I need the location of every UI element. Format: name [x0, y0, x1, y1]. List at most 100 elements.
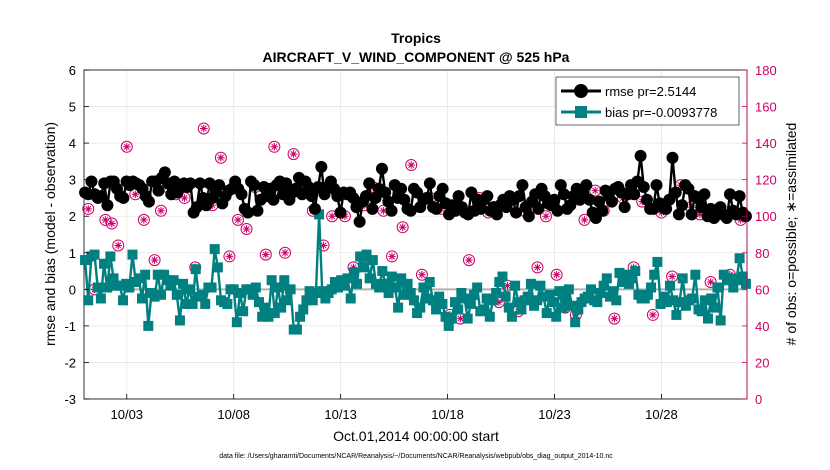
bias-point	[393, 302, 404, 313]
rmse-point	[379, 186, 392, 199]
bias-point	[178, 278, 189, 289]
rmse-point	[676, 199, 689, 212]
obs-assimilated-marker	[122, 142, 131, 151]
bias-point	[582, 291, 593, 302]
bias-point	[244, 284, 255, 295]
bias-point	[99, 258, 110, 269]
bias-point	[658, 291, 669, 302]
bias-point	[408, 295, 419, 306]
bias-point	[617, 277, 628, 288]
rmse-point	[436, 182, 449, 195]
obs-possible-marker	[539, 210, 552, 223]
obs-possible-marker	[531, 261, 544, 274]
rmse-point	[583, 193, 596, 206]
obs-assimilated-marker	[456, 314, 465, 323]
rmse-point	[158, 166, 171, 179]
obs-assimilated-marker	[328, 212, 336, 221]
rmse-point	[385, 204, 398, 217]
bias-point	[212, 262, 223, 273]
obs-assimilated-marker	[465, 256, 473, 264]
rmse-point	[522, 210, 535, 223]
bias-point	[595, 287, 606, 298]
obs-possible-marker	[120, 140, 133, 153]
obs-possible-marker	[137, 213, 150, 226]
bias-point	[453, 304, 464, 315]
bias-point	[529, 300, 540, 311]
bias-point	[427, 295, 438, 306]
rmse-point	[117, 191, 130, 204]
bias-point	[497, 271, 508, 282]
bias-point	[525, 278, 536, 289]
bias-point	[443, 320, 454, 331]
bias-point	[386, 271, 397, 282]
bias-point	[266, 275, 277, 286]
bias-point	[538, 291, 549, 302]
bias-point	[431, 304, 442, 315]
rmse-point	[280, 177, 293, 190]
rmse-point	[347, 191, 360, 204]
y-tick-label: 2	[69, 209, 76, 224]
obs-assimilated-marker	[349, 263, 358, 272]
bias-point	[424, 277, 435, 288]
bias-point	[83, 295, 94, 306]
bias-point	[506, 311, 517, 322]
rmse-point	[669, 186, 682, 199]
obs-assimilated-marker	[706, 278, 715, 286]
rmse-point	[628, 188, 641, 201]
bias-point	[253, 297, 264, 308]
bias-point	[484, 311, 495, 322]
obs-assimilated-marker	[610, 314, 619, 323]
bias-point	[620, 269, 631, 280]
bias-point	[513, 297, 524, 308]
bias-point	[181, 298, 192, 309]
obs-possible-marker	[287, 148, 300, 161]
obs-assimilated-marker	[418, 270, 426, 279]
obs-possible-marker	[112, 239, 125, 252]
legend-rmse-label: rmse pr=2.5144	[605, 84, 696, 99]
rmse-point	[190, 201, 203, 214]
obs-possible-marker	[578, 213, 591, 226]
rmse-point	[423, 177, 436, 190]
bias-point	[136, 293, 147, 304]
bias-point	[282, 295, 293, 306]
rmse-point	[593, 195, 606, 208]
x-axis-label: Oct.01,2014 00:00:00 start	[333, 428, 499, 444]
legend-bias-label: bias pr=-0.0093778	[605, 105, 717, 120]
rmse-point	[235, 188, 248, 201]
rmse-point	[634, 149, 647, 162]
bias-point	[627, 273, 638, 284]
bias-point	[554, 286, 565, 297]
obs-assimilated-marker	[140, 216, 148, 224]
obs-possible-marker	[646, 308, 659, 321]
obs-assimilated-marker	[533, 263, 542, 272]
obs-assimilated-marker	[319, 241, 328, 250]
bias-point	[348, 267, 359, 278]
obs-possible-marker	[268, 140, 281, 153]
obs-possible-marker	[223, 250, 236, 263]
bias-point	[737, 271, 748, 282]
obs-assimilated-marker	[84, 205, 93, 213]
x-tick-label: 10/03	[111, 407, 144, 422]
y-tick-label: 4	[69, 136, 76, 151]
bias-point	[494, 277, 505, 288]
bias-point	[118, 295, 129, 306]
bias-point	[304, 286, 315, 297]
bias-point	[133, 273, 144, 284]
bias-point	[269, 308, 280, 319]
bias-point	[364, 273, 375, 284]
bias-point	[228, 284, 239, 295]
rmse-point	[596, 204, 609, 217]
bias-point	[279, 275, 290, 286]
obs-assimilated-marker	[398, 223, 407, 231]
rmse-point	[382, 195, 395, 208]
bias-point	[92, 282, 103, 293]
rmse-point	[605, 195, 618, 208]
rmse-point	[452, 190, 465, 203]
rmse-point	[618, 201, 631, 214]
rmse-point	[360, 190, 373, 203]
obs-assimilated-marker	[552, 270, 561, 279]
bias-point	[162, 275, 173, 286]
bias-point	[149, 291, 160, 302]
obs-possible-marker	[214, 151, 227, 164]
bias-point	[140, 269, 151, 280]
